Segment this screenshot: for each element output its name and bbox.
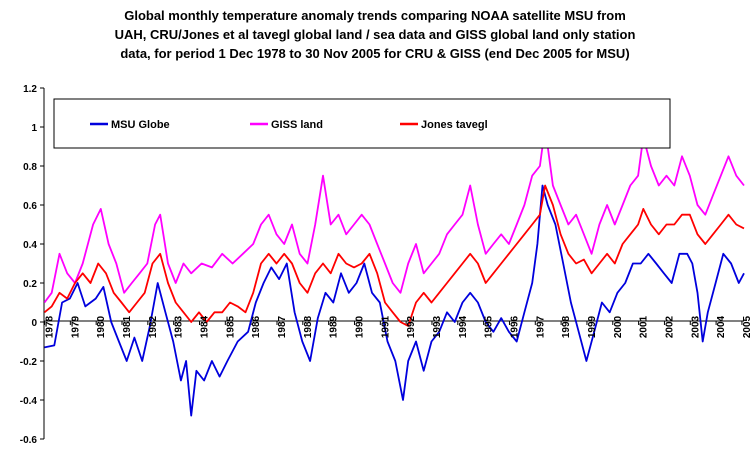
series-line-giss-land bbox=[43, 126, 745, 304]
x-tick-label: 1993 bbox=[432, 315, 443, 338]
x-tick-label: 1996 bbox=[509, 315, 520, 338]
y-tick-label: -0.4 bbox=[20, 396, 38, 407]
series-line-jones-tavegl bbox=[43, 184, 745, 327]
x-tick-label: 1994 bbox=[458, 315, 469, 338]
legend-box bbox=[53, 98, 671, 149]
series-line-msu-globe bbox=[44, 184, 745, 417]
x-tick-label: 1991 bbox=[380, 315, 391, 338]
chart-title-line-1: Global monthly temperature anomaly trend… bbox=[124, 8, 626, 23]
y-tick-label: 0.4 bbox=[23, 240, 37, 251]
chart-title-line-3: data, for period 1 Dec 1978 to 30 Nov 20… bbox=[120, 46, 630, 61]
y-tick-label: 0 bbox=[31, 318, 37, 329]
x-tick-label: 1983 bbox=[174, 315, 185, 338]
x-tick-label: 2004 bbox=[716, 315, 727, 338]
legend-label: GISS land bbox=[271, 119, 323, 131]
y-tick-label: -0.2 bbox=[20, 357, 38, 368]
y-tick-label: 0.8 bbox=[23, 162, 37, 173]
legend: MSU Globe GISS land Jones tavegl bbox=[53, 98, 671, 149]
x-tick-label: 1989 bbox=[329, 315, 340, 338]
plot-area: 1.2 1 0.8 0.6 0.4 0.2 0 -0.2 -0.4 -0.6 1978 1979 198… bbox=[20, 84, 750, 446]
x-tick-label: 1995 bbox=[484, 315, 495, 338]
x-tick-label: 1990 bbox=[354, 315, 365, 338]
x-tick-label: 1998 bbox=[561, 315, 572, 338]
x-tick-label: 1984 bbox=[199, 315, 210, 338]
x-tick-label: 1980 bbox=[96, 315, 107, 338]
y-tick-label: -0.6 bbox=[20, 435, 38, 446]
x-tick-label: 1982 bbox=[148, 315, 159, 338]
y-tick-label: 0.6 bbox=[23, 201, 37, 212]
x-tick-label: 2002 bbox=[664, 315, 675, 338]
chart-title: Global monthly temperature anomaly trend… bbox=[0, 6, 750, 63]
x-tick-label: 1985 bbox=[225, 315, 236, 338]
x-tick-label: 2003 bbox=[690, 315, 701, 338]
x-tick-label: 1979 bbox=[70, 315, 81, 338]
x-tick-label: 1987 bbox=[277, 315, 288, 338]
x-tick-label: 2005 bbox=[742, 315, 750, 338]
x-tick-label: 1992 bbox=[406, 315, 417, 338]
legend-label: Jones tavegl bbox=[421, 119, 488, 131]
y-tick-label: 1.2 bbox=[23, 84, 37, 95]
x-tick-label: 1999 bbox=[587, 315, 598, 338]
x-tick-label: 1981 bbox=[122, 315, 133, 338]
x-tick-label: 1986 bbox=[251, 315, 262, 338]
chart-title-line-2: UAH, CRU/Jones et al tavegl global land … bbox=[114, 27, 636, 42]
x-tick-label: 2001 bbox=[639, 315, 650, 338]
x-tick-label: 2000 bbox=[613, 315, 624, 338]
y-tick-label: 0.2 bbox=[23, 279, 37, 290]
y-tick-label: 1 bbox=[31, 123, 37, 134]
x-tick-label: 1988 bbox=[303, 315, 314, 338]
legend-label: MSU Globe bbox=[111, 119, 170, 131]
x-tick-label: 1997 bbox=[535, 315, 546, 338]
x-tick-label: 1978 bbox=[45, 315, 56, 338]
